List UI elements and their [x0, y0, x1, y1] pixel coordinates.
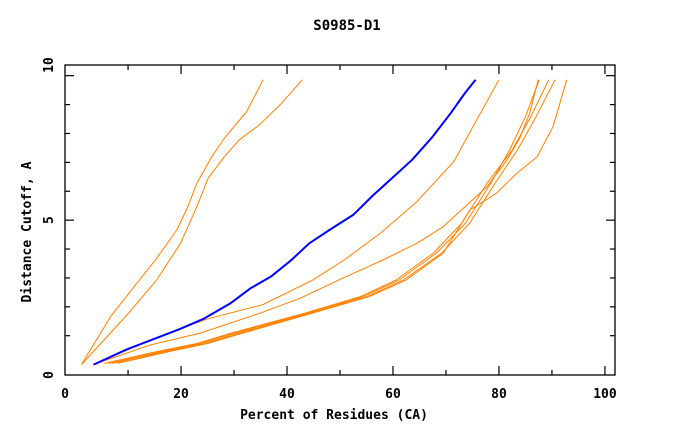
series-line-model-f: [112, 79, 556, 364]
series-line-model-h: [117, 79, 568, 364]
x-tick-label: 60: [385, 387, 401, 402]
x-tick-label: 80: [491, 387, 507, 402]
y-tick-label: 0: [42, 371, 57, 379]
y-tick-label: 10: [42, 57, 57, 73]
y-tick-label: 5: [42, 216, 57, 224]
series-line-model-g: [108, 79, 540, 364]
chart-title: S0985-D1: [313, 18, 380, 34]
series-line-model-a: [80, 79, 264, 365]
plot-frame: [64, 64, 616, 376]
series-layer: [80, 79, 568, 366]
x-axis-label: Percent of Residues (CA): [240, 408, 428, 423]
series-line-model-c: [92, 79, 500, 366]
ticks-layer: 0 20 40 60 80 100 0 5 10: [42, 57, 617, 402]
series-line-s0985-d1: [93, 79, 477, 366]
y-axis-label: Distance Cutoff, A: [20, 161, 35, 302]
x-tick-label: 0: [61, 387, 69, 402]
series-line-model-b: [81, 79, 303, 365]
x-tick-label: 40: [279, 387, 295, 402]
x-tick-label: 100: [593, 387, 617, 402]
series-line-model-e: [104, 79, 550, 364]
series-line-model-d: [92, 79, 539, 366]
x-tick-label: 20: [173, 387, 189, 402]
